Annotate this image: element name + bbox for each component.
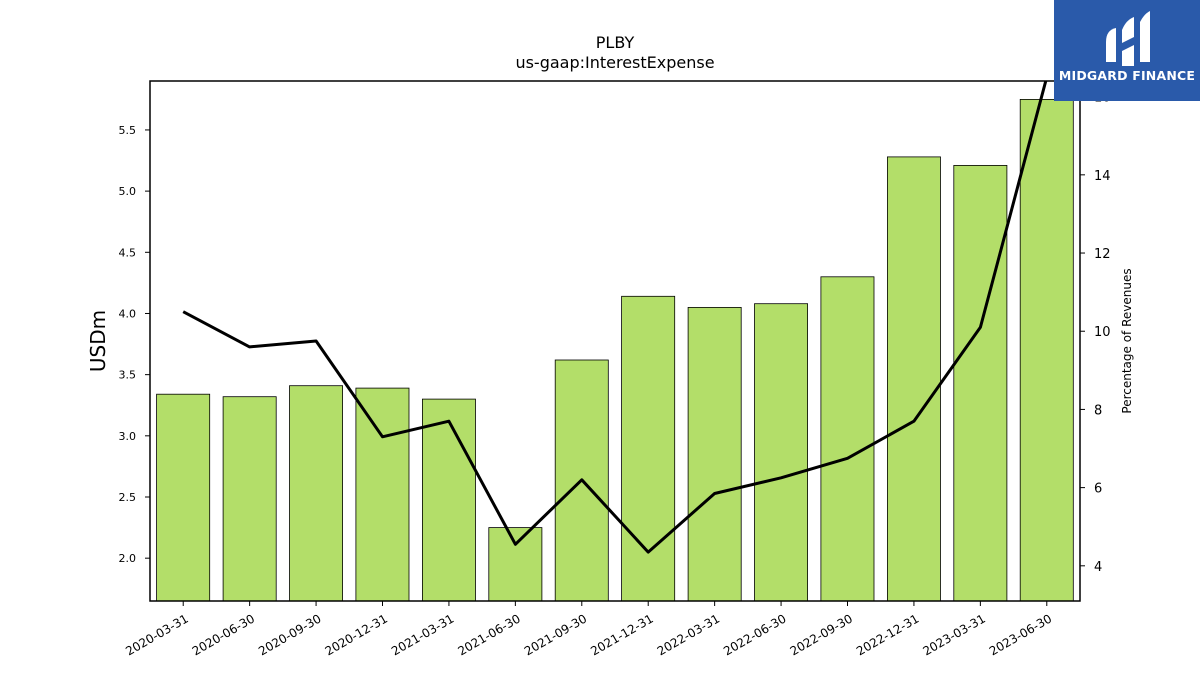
plot-frame xyxy=(149,80,1081,602)
x-tick-label: 2021-12-31 xyxy=(588,611,655,658)
x-tick-label: 2022-03-31 xyxy=(655,611,722,658)
bar-2023-03-31 xyxy=(953,164,1008,602)
bar-2021-03-31 xyxy=(421,398,476,602)
x-tick-label: 2020-06-30 xyxy=(190,611,257,658)
bar-2022-03-31 xyxy=(687,306,742,602)
x-tick-label: 2020-03-31 xyxy=(123,611,190,658)
y2-tick-label: 10 xyxy=(1094,325,1111,340)
x-tick-label: 2022-09-30 xyxy=(788,611,855,658)
bar-2020-03-31 xyxy=(156,393,211,602)
bar-2020-12-31 xyxy=(355,387,410,602)
x-tick-label: 2022-12-31 xyxy=(854,611,921,658)
x-tick-label: 2020-12-31 xyxy=(323,611,390,658)
y-axis-left: 2.0 2.5 3.0 3.5 4.0 4.5 5.0 5.5 xyxy=(119,124,150,565)
bar-2020-06-30 xyxy=(222,396,277,602)
x-tick-label: 2021-06-30 xyxy=(455,611,522,658)
y2-tick-label: 14 xyxy=(1094,169,1111,184)
logo-mark-icon xyxy=(1106,11,1150,66)
y-tick-label: 5.0 xyxy=(119,185,137,198)
x-tick-label: 2023-06-30 xyxy=(987,611,1054,658)
revenue-percentage-line xyxy=(182,81,1048,554)
y2-tick-label: 4 xyxy=(1094,560,1102,575)
x-tick-label: 2020-09-30 xyxy=(256,611,323,658)
chart-subtitle: us-gaap:InterestExpense xyxy=(515,53,714,72)
line-series xyxy=(182,81,1048,554)
y-tick-label: 3.0 xyxy=(119,430,137,443)
y-tick-label: 5.5 xyxy=(119,124,137,137)
bar-series xyxy=(156,99,1074,602)
y-tick-label: 2.0 xyxy=(119,552,137,565)
y-tick-label: 2.5 xyxy=(119,491,137,504)
bar-2022-09-30 xyxy=(820,276,875,602)
y2-tick-label: 12 xyxy=(1094,247,1111,262)
bar-2022-06-30 xyxy=(754,303,808,602)
x-tick-label: 2021-03-31 xyxy=(389,611,456,658)
y-tick-label: 4.5 xyxy=(119,246,137,259)
bar-2023-06-30 xyxy=(1019,99,1074,602)
y2-axis-label: Percentage of Revenues xyxy=(1120,268,1134,413)
y-axis-label: USDm xyxy=(86,310,110,372)
x-tick-label: 2022-06-30 xyxy=(721,611,788,658)
y2-tick-label: 6 xyxy=(1094,482,1102,497)
x-axis: 2020-03-31 2020-06-30 2020-09-30 2020-12-31… xyxy=(123,601,1054,658)
bar-2021-06-30 xyxy=(488,527,543,602)
x-tick-label: 2021-09-30 xyxy=(522,611,589,658)
bar-2021-12-31 xyxy=(621,295,676,602)
chart-title: PLBY xyxy=(596,33,635,52)
y-tick-label: 3.5 xyxy=(119,369,137,382)
bar-2022-12-31 xyxy=(887,156,941,602)
y-tick-label: 4.0 xyxy=(119,307,137,320)
bar-2020-09-30 xyxy=(289,385,343,602)
logo-text: MIDGARD FINANCE xyxy=(1058,68,1196,83)
y-axis-right: 46810121416 xyxy=(1080,91,1111,575)
brand-logo: MIDGARD FINANCE xyxy=(1054,0,1200,101)
x-tick-label: 2023-03-31 xyxy=(920,611,987,658)
y2-tick-label: 8 xyxy=(1094,403,1102,418)
